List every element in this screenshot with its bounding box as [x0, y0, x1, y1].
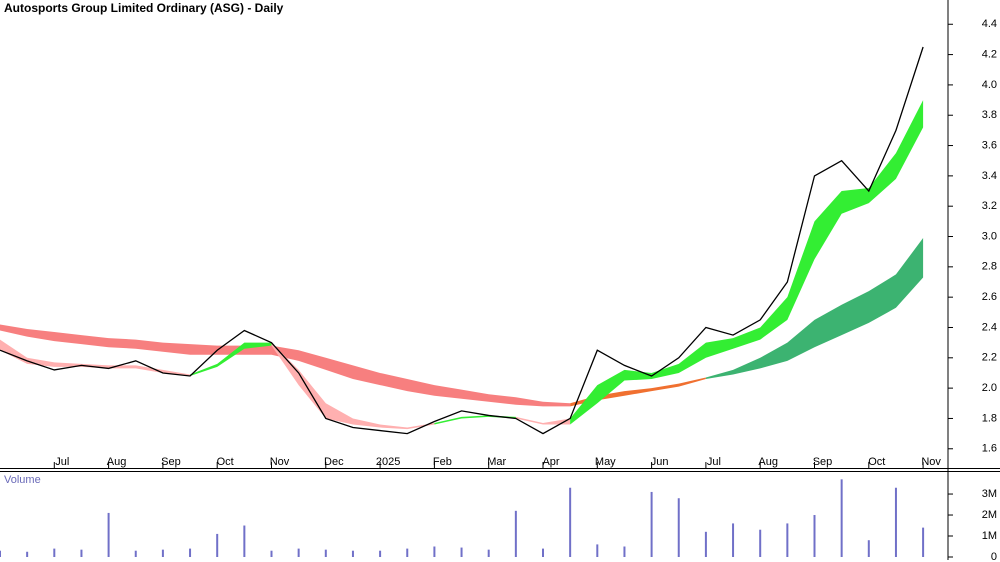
volume-bar — [216, 533, 219, 557]
ma-band — [190, 342, 272, 376]
x-tick-label: Apr — [542, 456, 559, 468]
volume-plot — [0, 479, 925, 557]
volume-bar — [161, 549, 164, 557]
volume-bar — [542, 548, 544, 557]
x-tick-label: Mar — [487, 456, 506, 468]
volume-bar — [26, 551, 29, 557]
volume-bar — [650, 491, 653, 557]
chart-title: Autosports Group Limited Ordinary (ASG) … — [4, 1, 284, 15]
volume-bar — [623, 546, 626, 557]
x-tick-label: Aug — [758, 456, 778, 468]
volume-bar — [786, 523, 789, 557]
volume-bar — [596, 544, 599, 557]
volume-bar — [704, 531, 707, 557]
x-tick-label: Oct — [217, 456, 234, 468]
ma-band — [0, 324, 571, 407]
price-plot — [0, 46, 924, 435]
y-tick-label: 2.2 — [982, 352, 997, 364]
x-tick-label: Oct — [868, 456, 885, 468]
y-tick-label: 3.6 — [982, 139, 997, 151]
volume-bar — [107, 512, 110, 557]
x-tick-label: Jun — [651, 456, 669, 468]
ma-band — [570, 377, 706, 407]
volume-bar — [134, 550, 137, 557]
x-tick-label: Feb — [433, 456, 452, 468]
y-tick-label: 4.2 — [982, 48, 997, 60]
x-tick-label: Nov — [921, 456, 941, 468]
y-tick-label: 1.8 — [982, 412, 997, 424]
volume-bar — [324, 549, 327, 557]
volume-bar — [759, 529, 762, 557]
x-tick-label: Jul — [707, 456, 721, 468]
x-tick-label: Sep — [813, 456, 833, 468]
ma-band — [434, 415, 516, 425]
x-tick-label: Aug — [107, 456, 127, 468]
y-tick-label: 1M — [982, 530, 997, 542]
volume-bar — [840, 479, 843, 557]
ma-band — [570, 100, 924, 425]
y-tick-label: 3.4 — [982, 170, 997, 182]
ma-band — [271, 342, 435, 430]
volume-bar — [270, 550, 273, 557]
y-tick-label: 2.0 — [982, 382, 997, 394]
y-tick-label: 2.8 — [982, 261, 997, 273]
x-tick-label: Sep — [161, 456, 181, 468]
y-tick-label: 2M — [982, 509, 997, 521]
volume-bar — [0, 550, 1, 557]
volume-bar — [487, 549, 490, 557]
volume-bar — [922, 527, 925, 557]
x-tick-label: Dec — [324, 456, 344, 468]
y-tick-label: 1.6 — [982, 443, 997, 455]
volume-title: Volume — [4, 474, 41, 486]
volume-bar — [351, 550, 354, 557]
volume-bar — [53, 548, 56, 557]
volume-bar — [297, 548, 300, 557]
volume-bar — [732, 523, 735, 557]
x-tick-label: 2025 — [376, 456, 400, 468]
volume-bar — [813, 515, 816, 557]
x-tick-label: Nov — [270, 456, 290, 468]
ma-band — [0, 339, 191, 376]
volume-bar — [189, 548, 192, 557]
volume-bar — [677, 498, 680, 557]
volume-bar — [379, 550, 382, 557]
y-tick-label: 3M — [982, 488, 997, 500]
y-tick-label: 2.6 — [982, 291, 997, 303]
y-tick-label: 2.4 — [982, 321, 997, 333]
price-line — [0, 46, 924, 435]
y-tick-label: 4.0 — [982, 79, 997, 91]
volume-bar — [406, 548, 409, 557]
volume-bar — [80, 549, 83, 557]
volume-bar — [867, 540, 870, 557]
y-tick-label: 4.4 — [982, 18, 997, 30]
volume-bar — [569, 487, 572, 557]
x-tick-label: May — [595, 456, 616, 468]
y-tick-label: 3.2 — [982, 200, 997, 212]
y-tick-label: 0 — [991, 551, 997, 562]
ma-band — [515, 416, 571, 425]
y-tick-label: 3.0 — [982, 230, 997, 242]
axes: 1.6 1.8 2.0 2.2 2.4 2.6 2.8 3.0 3.2 3.4 3.6 3.8 4.0 4… — [53, 18, 997, 562]
volume-bar — [894, 487, 897, 557]
volume-bar — [433, 546, 436, 557]
volume-bar — [243, 525, 246, 557]
volume-bar — [460, 547, 463, 557]
y-tick-label: 3.8 — [982, 109, 997, 121]
x-tick-label: Jul — [55, 456, 69, 468]
ma-band — [705, 238, 924, 380]
volume-bar — [514, 510, 517, 557]
